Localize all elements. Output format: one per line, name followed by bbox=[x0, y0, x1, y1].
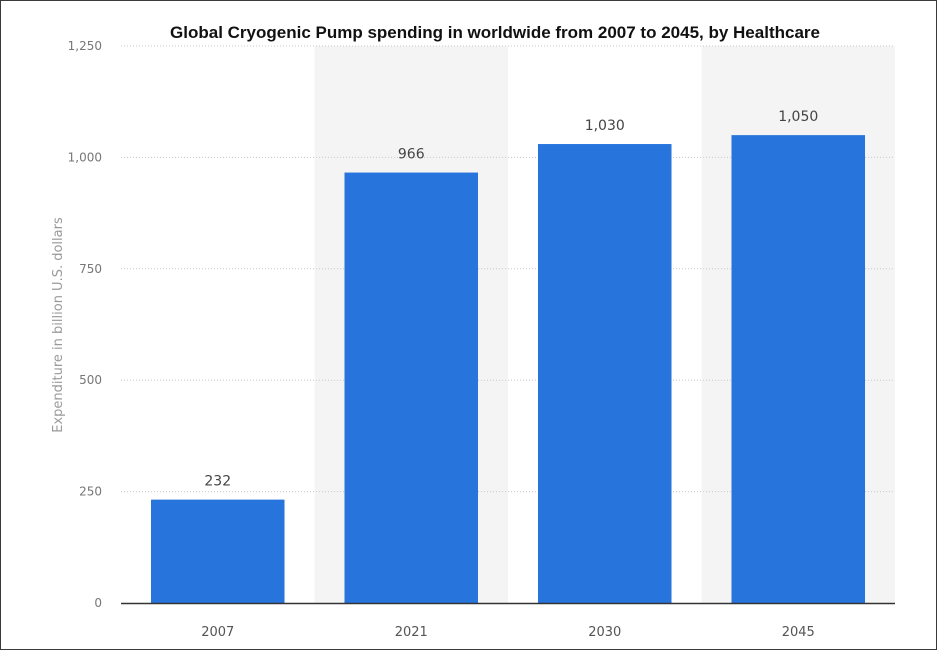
x-axis-ticks: 2007 2021 2030 2045 bbox=[201, 625, 815, 640]
y-axis-ticks: 0 250 500 750 1,000 1,250 bbox=[68, 39, 102, 610]
y-tick-label: 1,250 bbox=[68, 39, 102, 53]
y-tick-label: 500 bbox=[79, 373, 102, 387]
data-label: 1,050 bbox=[778, 109, 818, 125]
x-tick-label: 2030 bbox=[588, 625, 621, 640]
bar bbox=[150, 499, 285, 603]
data-label: 966 bbox=[398, 147, 425, 163]
data-label: 232 bbox=[204, 474, 231, 490]
bars bbox=[150, 135, 866, 604]
bar bbox=[537, 144, 672, 604]
data-label: 1,030 bbox=[585, 118, 625, 134]
x-tick-label: 2021 bbox=[395, 625, 428, 640]
x-tick-label: 2045 bbox=[782, 625, 815, 640]
y-tick-label: 1,000 bbox=[68, 150, 102, 164]
data-labels: 232 966 1,030 1,050 bbox=[204, 109, 818, 490]
y-axis-label: Expenditure in billion U.S. dollars bbox=[51, 217, 66, 433]
bar bbox=[731, 135, 866, 603]
y-tick-label: 0 bbox=[94, 596, 102, 610]
x-tick-label: 2007 bbox=[201, 625, 234, 640]
y-tick-label: 250 bbox=[79, 485, 102, 499]
bar bbox=[344, 172, 479, 603]
y-tick-label: 750 bbox=[79, 262, 102, 276]
chart-title: Global Cryogenic Pump spending in worldw… bbox=[170, 23, 820, 42]
